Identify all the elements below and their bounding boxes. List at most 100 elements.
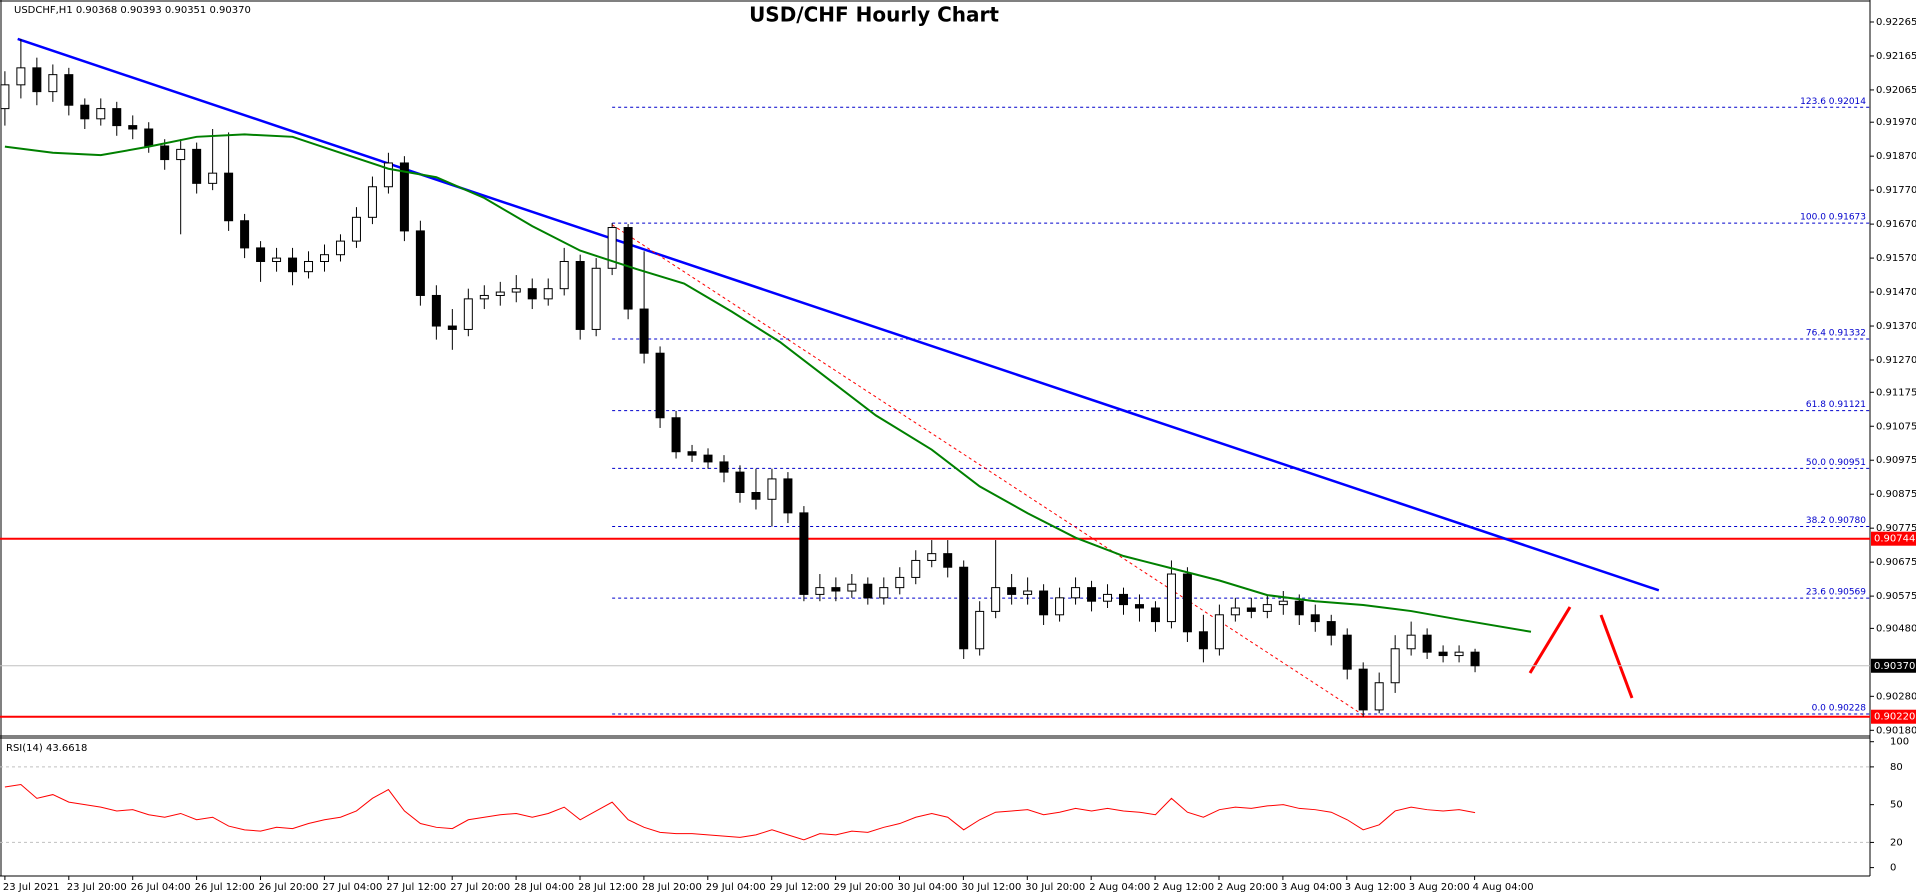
rsi-line [4, 783, 1476, 841]
y-tick-label: 0.91770 [1876, 185, 1916, 196]
candle-body [1087, 587, 1097, 602]
candle-body [447, 325, 457, 330]
candle-body [320, 254, 329, 262]
chart-title: USD/CHF Hourly Chart [749, 3, 999, 27]
level-box [1871, 531, 1916, 546]
candle-body [1230, 607, 1240, 616]
candle-body [96, 108, 106, 120]
candle-body [16, 67, 26, 86]
x-tick-label: 28 Jul 20:00 [642, 882, 702, 893]
candle-body [1007, 587, 1017, 595]
candle-body [144, 128, 154, 147]
x-tick-label: 27 Jul 04:00 [322, 882, 382, 893]
candle-body [1023, 590, 1033, 595]
fib-label: 123.6 0.92014 [1800, 97, 1866, 107]
fib-label: 76.4 0.91332 [1806, 328, 1866, 338]
arrow-down-sketch [1599, 614, 1634, 699]
arrow-up-sketch [1528, 606, 1572, 674]
candle-body [1182, 573, 1192, 633]
candle-body [1358, 668, 1368, 711]
candle-body [1422, 634, 1432, 653]
candle-body [383, 162, 393, 188]
rsi-y-tick-label: 100 [1890, 737, 1909, 748]
candle-body [991, 587, 1001, 612]
candle-body [719, 461, 729, 473]
x-tick-label: 2 Aug 04:00 [1089, 882, 1150, 893]
x-tick-label: 26 Jul 12:00 [195, 882, 255, 893]
candle-body [1454, 651, 1464, 657]
candle-body [1246, 607, 1256, 612]
candle-body [224, 172, 234, 222]
candle-body [815, 587, 825, 595]
x-tick-label: 3 Aug 04:00 [1281, 882, 1342, 893]
candle-body [927, 553, 937, 561]
y-tick-label: 0.90875 [1876, 489, 1916, 500]
current-price-label: 0.90370 [1874, 661, 1915, 672]
rsi-label: RSI(14) 43.6618 [6, 743, 87, 754]
candle-body [1150, 607, 1160, 623]
candle-body [431, 294, 441, 327]
candle-body [639, 308, 649, 354]
candle-body [351, 216, 361, 242]
x-tick-label: 3 Aug 20:00 [1409, 882, 1470, 893]
candle-body [48, 74, 58, 93]
y-tick-label: 0.90480 [1876, 623, 1916, 634]
candle-body [1119, 593, 1128, 606]
candle-body [1039, 590, 1049, 616]
y-tick-label: 0.90280 [1876, 691, 1916, 702]
candle-body [32, 67, 42, 93]
fib-label: 23.6 0.90569 [1806, 588, 1866, 598]
y-tick-label: 0.91175 [1876, 387, 1916, 398]
candle-body [1166, 573, 1176, 623]
candle-body [1071, 587, 1081, 599]
level-label: 0.90744 [1874, 534, 1915, 545]
candle-body [80, 104, 90, 120]
x-tick-label: 3 Aug 12:00 [1345, 882, 1406, 893]
candle-body [655, 352, 665, 419]
candle-body [64, 74, 74, 106]
candle-body [1262, 604, 1272, 612]
y-tick-label: 0.90975 [1876, 455, 1916, 466]
level-label: 0.90220 [1874, 712, 1915, 723]
y-tick-label: 0.91370 [1876, 321, 1916, 332]
candle-body [1374, 682, 1384, 711]
fib-label: 61.8 0.91121 [1806, 400, 1866, 410]
y-tick-label: 0.92065 [1876, 85, 1916, 96]
frame [0, 0, 1871, 877]
candle-body [879, 587, 889, 599]
candle-body [399, 162, 409, 232]
rsi-y-tick-label: 50 [1890, 800, 1903, 811]
y-tick-label: 0.91270 [1876, 355, 1916, 366]
candle-body [128, 125, 138, 130]
candle-body [527, 288, 537, 300]
x-tick-label: 29 Jul 04:00 [706, 882, 766, 893]
candle-body [208, 172, 218, 184]
candle-body [911, 559, 921, 578]
y-tick-label: 0.90775 [1876, 523, 1916, 534]
x-tick-label: 27 Jul 20:00 [450, 882, 510, 893]
candle-body [735, 471, 745, 493]
candle-body [415, 230, 425, 296]
level-box [1871, 709, 1916, 724]
candle-body [543, 288, 553, 300]
y-tick-label: 0.91470 [1876, 287, 1916, 298]
x-tick-label: 27 Jul 12:00 [386, 882, 446, 893]
candle-body [335, 240, 345, 256]
x-tick-label: 29 Jul 20:00 [834, 882, 894, 893]
candle-body [192, 148, 202, 184]
candle-body [479, 294, 489, 300]
candle-body [1470, 651, 1480, 667]
candle-body [304, 260, 314, 273]
candle-body [975, 610, 985, 650]
candle-body [703, 454, 713, 463]
trendline [17, 37, 1660, 592]
rsi-y-tick-label: 0 [1890, 863, 1896, 874]
y-tick-label: 0.92165 [1876, 51, 1916, 62]
candle-body [1214, 614, 1224, 650]
x-tick-label: 29 Jul 12:00 [770, 882, 830, 893]
candle-body [863, 583, 873, 599]
x-tick-label: 28 Jul 12:00 [578, 882, 638, 893]
candle-body [112, 108, 122, 127]
candle-body [367, 186, 377, 218]
